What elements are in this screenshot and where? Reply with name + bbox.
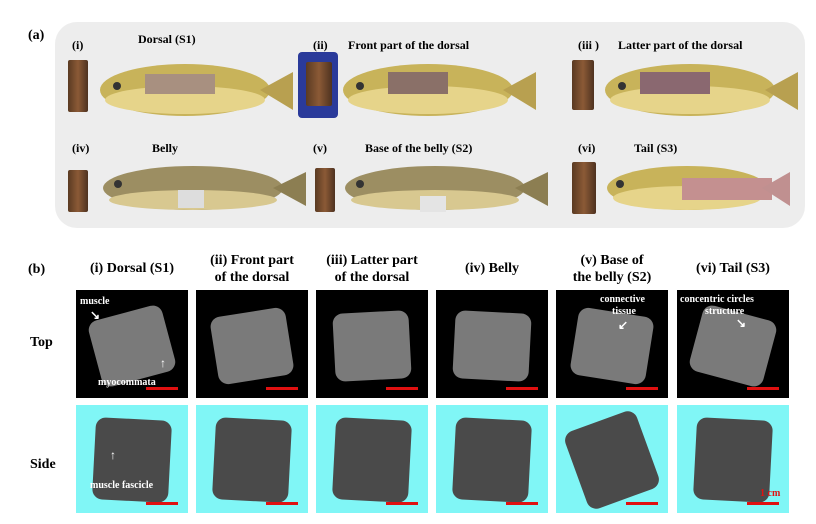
item-num: (vi) (578, 141, 596, 155)
muscle-sample-image (68, 170, 88, 212)
side-view-image (316, 405, 428, 513)
top-view-image (316, 290, 428, 398)
muscle-sample-image (68, 60, 88, 112)
arrow-icon: ↘ (90, 308, 101, 322)
annotation-structure: structure (705, 306, 745, 317)
top-view-image (556, 290, 668, 398)
arrow-icon: ↘ (736, 316, 747, 330)
tissue-sample-render (452, 310, 532, 382)
scale-bar (386, 387, 418, 390)
top-view-image (196, 290, 308, 398)
fish-image-latter-dorsal (605, 64, 798, 116)
side-view-image (677, 405, 789, 513)
scale-bar (266, 502, 298, 505)
column-header-line: of the dorsal (334, 270, 410, 285)
scale-bar (747, 502, 779, 505)
side-view-image (436, 405, 548, 513)
top-view-image (76, 290, 188, 398)
muscle-sample-image (315, 168, 335, 212)
scale-bar (146, 502, 178, 505)
panel-b-label: (b) (28, 262, 46, 277)
tissue-sample-render (332, 310, 412, 382)
arrow-icon: ↑ (110, 448, 116, 462)
scale-bar (506, 387, 538, 390)
annotation-muscle: muscle (80, 296, 110, 307)
scale-bar (626, 502, 658, 505)
muscle-sample-image (572, 60, 594, 110)
side-view-image (76, 405, 188, 513)
item-title: Tail (S3) (634, 141, 678, 155)
side-view-image (196, 405, 308, 513)
row-label-top: Top (30, 335, 53, 350)
annotation-muscle-fascicle: muscle fascicle (90, 480, 154, 491)
arrow-icon: ↑ (160, 356, 166, 370)
item-title: Front part of the dorsal (348, 38, 470, 52)
muscle-sample-image (572, 162, 596, 214)
column-header-line: (iii) Latter part (326, 253, 418, 268)
fish-image-front-dorsal (343, 64, 536, 116)
item-num: (v) (313, 141, 327, 155)
scale-bar (146, 387, 178, 390)
item-num: (i) (72, 38, 84, 52)
side-view-image (556, 405, 668, 513)
scale-bar (266, 387, 298, 390)
tissue-sample-render (562, 408, 662, 512)
column-header: (vi) Tail (S3) (673, 260, 793, 277)
column-header-line: (i) Dorsal (S1) (90, 261, 174, 276)
annotation-connective: connective (600, 294, 645, 305)
fish-image-belly (103, 166, 306, 210)
tissue-sample-render (331, 417, 413, 503)
column-header-line: (ii) Front part (210, 253, 294, 268)
row-label-side: Side (30, 457, 56, 472)
tissue-sample-render (209, 306, 295, 386)
item-title: Dorsal (S1) (138, 32, 196, 46)
column-header: (iv) Belly (432, 260, 552, 277)
column-header-line: of the dorsal (214, 270, 290, 285)
column-header: (ii) Front part of the dorsal (192, 252, 312, 286)
column-header-line: (iv) Belly (464, 261, 520, 276)
column-header: (i) Dorsal (S1) (72, 260, 192, 277)
item-title: Latter part of the dorsal (618, 38, 743, 52)
top-view-image (677, 290, 789, 398)
top-view-image (436, 290, 548, 398)
item-num: (iv) (72, 141, 90, 155)
fish-image-tail (607, 166, 790, 210)
scale-bar (506, 502, 538, 505)
item-num: (ii) (313, 38, 328, 52)
tissue-sample-render (86, 303, 178, 389)
item-title: Belly (152, 141, 178, 155)
column-header: (v) Base of the belly (S2) (552, 252, 672, 286)
fish-image-belly-base (345, 166, 548, 212)
tissue-sample-render (569, 306, 655, 386)
column-header-line: (v) Base of (580, 253, 644, 268)
annotation-myocommata: myocommata (98, 377, 156, 388)
muscle-sample-image (306, 62, 332, 106)
arrow-icon: ↙ (618, 318, 629, 332)
scale-bar (747, 387, 779, 390)
column-header: (iii) Latter part of the dorsal (312, 252, 432, 286)
item-title: Base of the belly (S2) (365, 141, 473, 155)
panel-a-label: (a) (28, 28, 45, 43)
annotation-concentric: concentric circles (680, 294, 754, 305)
column-header-line: the belly (S2) (572, 270, 652, 285)
fish-image-dorsal (100, 64, 293, 116)
tissue-sample-render (211, 417, 293, 503)
scale-bar (386, 502, 418, 505)
tissue-sample-render (451, 417, 533, 503)
item-num: (iii ) (578, 38, 599, 52)
annotation-tissue: tissue (612, 306, 636, 317)
scale-bar (626, 387, 658, 390)
column-header-line: (vi) Tail (S3) (696, 261, 770, 276)
annotation-scale: 1 cm (760, 488, 781, 499)
